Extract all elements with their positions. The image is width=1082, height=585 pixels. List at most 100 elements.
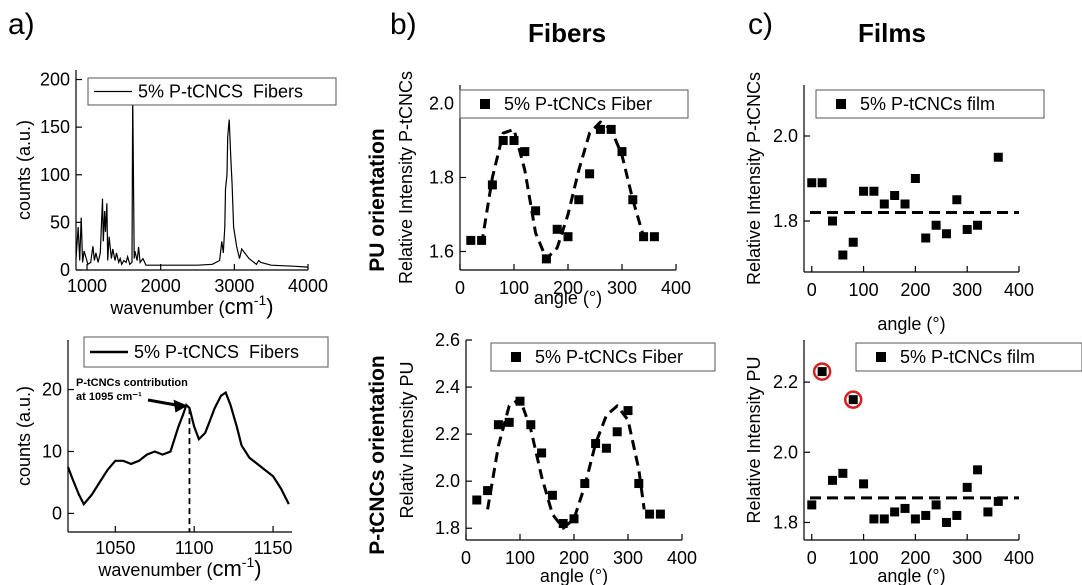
data-point	[879, 199, 889, 209]
data-point	[515, 396, 525, 406]
annotation-arrow	[147, 398, 180, 408]
x-tick-label: 400	[1004, 548, 1034, 568]
data-point	[952, 510, 962, 520]
data-point	[993, 152, 1003, 162]
data-point	[848, 395, 858, 405]
data-point	[900, 503, 910, 513]
x-tick-label: 300	[607, 278, 637, 298]
y-tick-label: 20	[42, 380, 62, 400]
y-tick-label: 2.4	[435, 377, 460, 397]
data-point	[552, 224, 562, 234]
x-axis-label: wavenumber (cm-1)	[97, 554, 261, 581]
data-point	[921, 510, 931, 520]
data-point	[838, 468, 848, 478]
legend-label: 5% P-tCNCs Fiber	[504, 94, 652, 114]
y-tick-label: 2.0	[429, 94, 454, 114]
y-tick-label: 2.0	[435, 471, 460, 491]
data-point	[493, 420, 503, 430]
data-point	[962, 225, 972, 234]
data-point	[623, 406, 633, 416]
legend-label: 5% P-tCNCs film	[900, 347, 1035, 367]
x-axis-label: angle (°)	[877, 566, 945, 585]
y-axis-label: counts (a.u.)	[14, 120, 34, 220]
data-point	[509, 136, 519, 145]
data-point	[547, 490, 557, 500]
y-tick-label: 150	[40, 117, 70, 137]
y-axis-label: Relative Intensity P-tCNCs	[744, 72, 764, 285]
data-point	[574, 195, 584, 205]
y-tick-label: 1.8	[435, 518, 460, 538]
y-tick-label: 0	[52, 503, 62, 523]
data-point	[477, 235, 487, 245]
x-tick-label: 4000	[288, 276, 328, 296]
data-point	[585, 169, 595, 179]
chart-fiber-cnc: 0 100 200 300 400 1.8 2.0 2.2 2.4 2.6 angle (°) Rel…	[397, 330, 716, 585]
x-tick-label: 0	[461, 548, 471, 568]
x-tick-label: 100	[849, 548, 879, 568]
y-axis-label: Relativ Intensity PU	[397, 361, 417, 518]
x-tick-label: 400	[1004, 280, 1034, 300]
data-point	[910, 514, 920, 524]
data-point	[639, 232, 649, 242]
x-axis-label: wavenumber (cm-1)	[109, 292, 273, 319]
legend-box	[459, 89, 689, 119]
annotation-text: at 1095 cm⁻¹	[76, 391, 142, 403]
data-point	[962, 482, 972, 492]
x-tick-label: 1100	[175, 538, 214, 558]
data-point	[921, 233, 931, 243]
data-point	[941, 517, 951, 527]
x-axis-label: angle (°)	[877, 314, 945, 334]
legend-swatch	[511, 352, 521, 362]
data-point	[848, 237, 858, 247]
chart-film-pu: 0 100 200 300 400 1.8 2.0 angle (°) Relative Int…	[744, 72, 1045, 334]
x-tick-label: 300	[952, 280, 982, 300]
series-line	[75, 93, 309, 268]
x-tick-label: 0	[455, 278, 465, 298]
y-tick-label: 10	[42, 441, 62, 461]
x-tick-label: 400	[667, 548, 697, 568]
data-point	[649, 232, 659, 242]
data-point	[807, 178, 817, 188]
y-tick-label: 1.8	[429, 168, 454, 188]
y-axis-label: Relative Intensity P-tCNCs	[396, 71, 416, 284]
outlier-marker	[843, 390, 863, 409]
data-point	[879, 514, 889, 524]
x-tick-label: 100	[499, 278, 529, 298]
legend-label: 5% P-tCNCS Fibers	[134, 342, 299, 362]
data-point	[973, 220, 983, 230]
data-point	[580, 479, 590, 489]
y-tick-label: 2.2	[435, 424, 460, 444]
chart-fiber-pu: 0 100 200 300 400 1.6 1.8 2.0 angle (°) Relative …	[396, 71, 691, 308]
y-axis-label: Relative Intensity PU	[744, 356, 764, 523]
outlier-marker	[812, 362, 832, 381]
x-tick-label: 400	[661, 278, 691, 298]
x-tick-label: 200	[553, 278, 583, 298]
data-point	[859, 479, 869, 489]
data-point	[983, 507, 993, 517]
panel-label-c: c)	[748, 8, 773, 41]
x-tick-label: 1000	[67, 276, 107, 296]
data-point	[890, 507, 900, 517]
data-point	[655, 509, 665, 519]
y-tick-label: 50	[50, 212, 70, 232]
legend: 5% P-tCNCs film	[815, 89, 1045, 119]
y-tick-label: 0	[60, 260, 70, 280]
data-point	[541, 254, 551, 264]
data-point	[941, 229, 951, 239]
data-point	[869, 514, 879, 524]
data-point	[520, 147, 530, 157]
legend-box	[855, 342, 1082, 372]
x-axis-label: angle (°)	[540, 566, 608, 585]
legend: 5% P-tCNCS Fibers	[83, 336, 329, 368]
data-point	[973, 465, 983, 475]
x-tick-label: 3000	[214, 276, 254, 296]
data-point	[993, 496, 1003, 506]
panel-label-b: b)	[390, 8, 417, 41]
y-tick-label: 100	[40, 165, 70, 185]
data-point	[900, 199, 910, 209]
data-point	[558, 519, 568, 529]
legend: 5% P-tCNCs Fiber	[459, 89, 689, 119]
y-tick-label: 2.2	[773, 372, 798, 392]
x-tick-label: 100	[505, 548, 535, 568]
data-point	[606, 124, 616, 134]
